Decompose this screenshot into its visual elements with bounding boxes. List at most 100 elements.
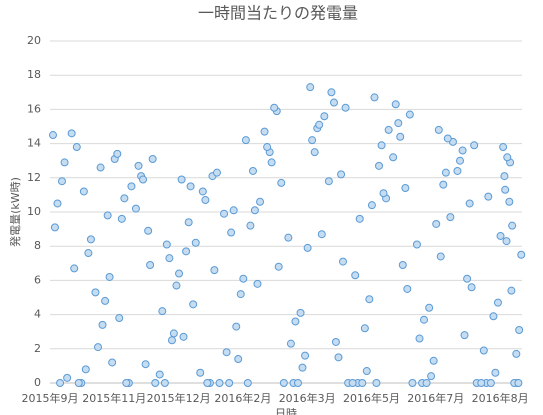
point (86, 235, 95, 244)
point (403, 284, 412, 293)
point (341, 103, 350, 112)
point (105, 272, 114, 281)
point (499, 143, 508, 152)
point (49, 131, 57, 140)
point (56, 379, 65, 387)
x-tick-label: 2016年5月 (343, 391, 400, 405)
point (420, 315, 429, 324)
point (117, 214, 126, 223)
x-tick-label: 2015年12月 (147, 391, 211, 405)
point (94, 343, 103, 352)
point (360, 324, 369, 333)
point (84, 249, 93, 258)
point (139, 175, 148, 184)
point (432, 219, 441, 228)
point (172, 281, 181, 290)
point (465, 199, 474, 208)
point (508, 221, 517, 230)
point (108, 358, 117, 367)
y-axis-label: 発電量(kW時) (8, 177, 22, 247)
point (256, 197, 265, 206)
point (434, 125, 443, 134)
point (315, 120, 324, 129)
x-tick-label: 2016年2月 (214, 391, 271, 405)
point (70, 264, 79, 273)
point (329, 98, 338, 107)
point (215, 379, 224, 387)
point (367, 201, 376, 210)
point (79, 187, 88, 196)
point (291, 317, 300, 326)
point (467, 283, 476, 292)
point (389, 153, 398, 162)
point (324, 177, 333, 186)
point (493, 298, 502, 307)
point (141, 360, 150, 369)
point (91, 288, 100, 297)
point (486, 379, 495, 387)
point (301, 351, 310, 360)
point (427, 372, 436, 381)
point (162, 240, 171, 249)
point (151, 379, 160, 387)
point (501, 185, 510, 194)
point (98, 320, 107, 329)
point (274, 262, 283, 271)
point (370, 93, 379, 102)
point (167, 336, 176, 345)
point (227, 228, 236, 237)
point (425, 303, 434, 312)
point (514, 379, 523, 387)
point (243, 379, 252, 387)
point (127, 182, 136, 191)
point (239, 274, 248, 283)
point (503, 153, 512, 162)
x-tick-label: 2016年8月 (472, 391, 529, 405)
point (296, 308, 305, 317)
point (189, 300, 198, 309)
point (401, 184, 410, 193)
point (201, 196, 210, 205)
point (155, 370, 164, 379)
point (131, 204, 140, 213)
point (115, 314, 124, 323)
y-tick-label: 0 (34, 376, 41, 389)
point (396, 132, 405, 141)
point (53, 199, 62, 208)
point (458, 146, 467, 155)
point (81, 365, 90, 374)
point (198, 187, 207, 196)
point (429, 356, 438, 365)
point (169, 329, 178, 338)
point (236, 290, 245, 299)
point (441, 168, 450, 177)
point (165, 254, 174, 263)
y-tick-label: 16 (27, 102, 41, 115)
point (507, 286, 516, 295)
point (122, 379, 131, 387)
point (422, 379, 431, 387)
point (405, 110, 414, 119)
point (263, 143, 272, 152)
point (184, 218, 193, 227)
point (303, 243, 312, 252)
point (186, 182, 195, 191)
point (358, 379, 367, 387)
y-tick-label: 6 (34, 273, 41, 286)
point (58, 177, 67, 186)
point (384, 125, 393, 134)
point (284, 233, 293, 242)
y-tick-label: 12 (27, 171, 41, 184)
point (134, 161, 143, 170)
point (439, 180, 448, 189)
point (453, 166, 462, 175)
point (365, 295, 374, 304)
point (144, 226, 153, 235)
point (175, 269, 184, 278)
point (229, 206, 238, 215)
point (246, 221, 255, 230)
point (412, 240, 421, 249)
point (277, 178, 286, 187)
point (50, 223, 59, 232)
